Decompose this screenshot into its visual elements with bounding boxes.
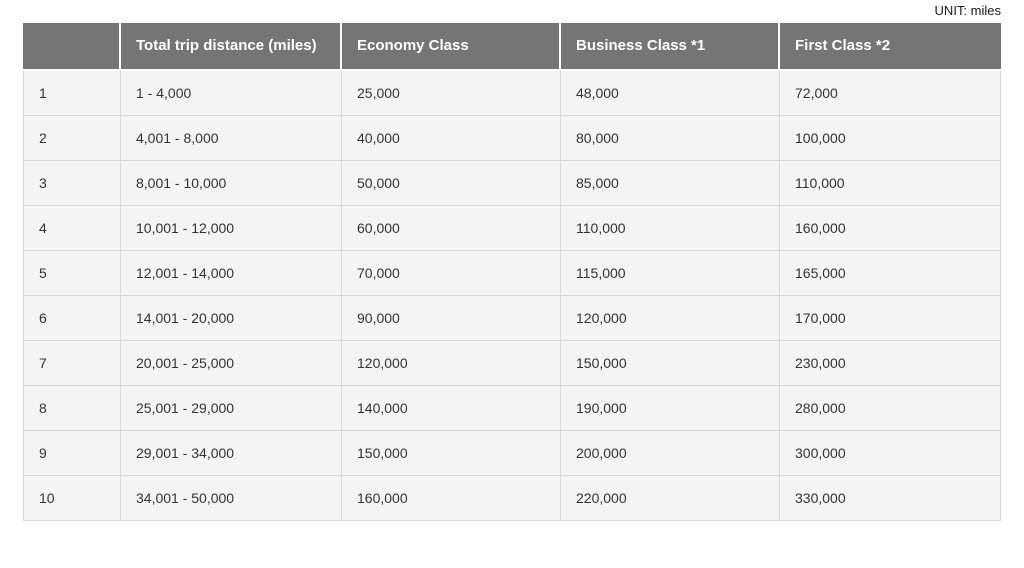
cell-row-number: 9: [23, 431, 121, 476]
header-cell-first: First Class *2: [780, 23, 1001, 71]
header-cell-business: Business Class *1: [561, 23, 780, 71]
table-row: 8 25,001 - 29,000 140,000 190,000 280,000: [23, 386, 1001, 431]
award-chart-page: UNIT: miles Total trip distance (miles) …: [23, 3, 1001, 521]
table-row: 2 4,001 - 8,000 40,000 80,000 100,000: [23, 116, 1001, 161]
cell-business: 80,000: [561, 116, 780, 161]
cell-row-number: 5: [23, 251, 121, 296]
table-row: 5 12,001 - 14,000 70,000 115,000 165,000: [23, 251, 1001, 296]
cell-economy: 25,000: [342, 71, 561, 116]
cell-business: 190,000: [561, 386, 780, 431]
cell-first: 100,000: [780, 116, 1001, 161]
cell-business: 120,000: [561, 296, 780, 341]
cell-distance: 34,001 - 50,000: [121, 476, 342, 521]
cell-row-number: 4: [23, 206, 121, 251]
cell-row-number: 10: [23, 476, 121, 521]
cell-economy: 70,000: [342, 251, 561, 296]
cell-row-number: 6: [23, 296, 121, 341]
cell-row-number: 1: [23, 71, 121, 116]
cell-first: 300,000: [780, 431, 1001, 476]
cell-distance: 25,001 - 29,000: [121, 386, 342, 431]
cell-distance: 1 - 4,000: [121, 71, 342, 116]
cell-row-number: 7: [23, 341, 121, 386]
cell-business: 220,000: [561, 476, 780, 521]
cell-economy: 150,000: [342, 431, 561, 476]
cell-economy: 140,000: [342, 386, 561, 431]
cell-business: 85,000: [561, 161, 780, 206]
cell-row-number: 3: [23, 161, 121, 206]
cell-first: 170,000: [780, 296, 1001, 341]
cell-business: 115,000: [561, 251, 780, 296]
header-row: Total trip distance (miles) Economy Clas…: [23, 23, 1001, 71]
cell-first: 165,000: [780, 251, 1001, 296]
header-cell-economy: Economy Class: [342, 23, 561, 71]
header-cell-row-number: [23, 23, 121, 71]
cell-row-number: 8: [23, 386, 121, 431]
cell-first: 72,000: [780, 71, 1001, 116]
cell-first: 110,000: [780, 161, 1001, 206]
cell-first: 160,000: [780, 206, 1001, 251]
cell-economy: 50,000: [342, 161, 561, 206]
cell-distance: 4,001 - 8,000: [121, 116, 342, 161]
table-row: 3 8,001 - 10,000 50,000 85,000 110,000: [23, 161, 1001, 206]
cell-first: 280,000: [780, 386, 1001, 431]
cell-economy: 60,000: [342, 206, 561, 251]
award-chart-table: Total trip distance (miles) Economy Clas…: [23, 23, 1001, 521]
unit-label: UNIT: miles: [934, 3, 1001, 18]
table-row: 9 29,001 - 34,000 150,000 200,000 300,000: [23, 431, 1001, 476]
table-row: 10 34,001 - 50,000 160,000 220,000 330,000: [23, 476, 1001, 521]
cell-first: 230,000: [780, 341, 1001, 386]
table-row: 7 20,001 - 25,000 120,000 150,000 230,000: [23, 341, 1001, 386]
cell-business: 150,000: [561, 341, 780, 386]
header-cell-distance: Total trip distance (miles): [121, 23, 342, 71]
cell-economy: 40,000: [342, 116, 561, 161]
cell-row-number: 2: [23, 116, 121, 161]
cell-economy: 90,000: [342, 296, 561, 341]
cell-distance: 20,001 - 25,000: [121, 341, 342, 386]
cell-economy: 160,000: [342, 476, 561, 521]
cell-distance: 10,001 - 12,000: [121, 206, 342, 251]
cell-distance: 29,001 - 34,000: [121, 431, 342, 476]
cell-business: 110,000: [561, 206, 780, 251]
table-row: 6 14,001 - 20,000 90,000 120,000 170,000: [23, 296, 1001, 341]
cell-business: 48,000: [561, 71, 780, 116]
cell-distance: 12,001 - 14,000: [121, 251, 342, 296]
cell-distance: 8,001 - 10,000: [121, 161, 342, 206]
cell-economy: 120,000: [342, 341, 561, 386]
cell-first: 330,000: [780, 476, 1001, 521]
table-row: 4 10,001 - 12,000 60,000 110,000 160,000: [23, 206, 1001, 251]
cell-distance: 14,001 - 20,000: [121, 296, 342, 341]
cell-business: 200,000: [561, 431, 780, 476]
